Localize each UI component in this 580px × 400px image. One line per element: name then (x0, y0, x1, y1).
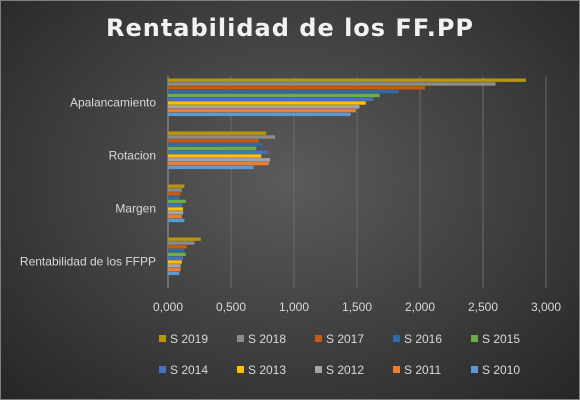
bar (168, 196, 179, 199)
bar (168, 272, 179, 275)
legend-swatch (237, 335, 244, 342)
bar (168, 207, 183, 210)
bar (168, 135, 275, 138)
bar (168, 185, 184, 188)
bar (168, 113, 351, 116)
category-label: Rentabilidad de los FFPP (20, 255, 156, 269)
legend-swatch (393, 366, 400, 373)
bar (168, 143, 263, 146)
legend-entry: S 2012 (326, 363, 364, 377)
x-tick-label: 3,000 (531, 300, 561, 314)
bar (168, 264, 181, 267)
legend-swatch (315, 335, 322, 342)
bar (168, 109, 356, 112)
bar (168, 241, 194, 244)
legend-swatch (237, 366, 244, 373)
legend-entry: S 2015 (482, 332, 520, 346)
bar (168, 188, 182, 191)
bar (168, 94, 380, 97)
bar (168, 154, 261, 157)
x-tick-label: 2,000 (405, 300, 435, 314)
legend-entry: S 2019 (170, 332, 208, 346)
legend-entry: S 2014 (170, 363, 208, 377)
bar (168, 268, 181, 271)
bar (168, 257, 183, 260)
legend-swatch (159, 366, 166, 373)
x-tick-label: 0,500 (216, 300, 246, 314)
legend-entry: S 2018 (248, 332, 286, 346)
bar (168, 215, 182, 218)
legend-entry: S 2017 (326, 332, 364, 346)
bar (168, 86, 425, 89)
legend-swatch (471, 335, 478, 342)
bar (168, 219, 184, 222)
bar (168, 204, 182, 207)
bar (168, 82, 496, 85)
legend-entry: S 2010 (482, 363, 520, 377)
bar (168, 105, 360, 108)
bar (168, 211, 183, 214)
bar (168, 158, 270, 161)
bar (168, 245, 187, 248)
x-tick-label: 1,000 (279, 300, 309, 314)
bar (168, 249, 184, 252)
bar (168, 90, 399, 93)
category-label: Apalancamiento (70, 96, 156, 110)
legend-entry: S 2016 (404, 332, 442, 346)
x-tick-label: 0,000 (153, 300, 183, 314)
bar (168, 200, 186, 203)
legend-entry: S 2011 (404, 363, 441, 377)
category-label: Margen (115, 202, 156, 216)
bar (168, 132, 266, 135)
bar (168, 139, 259, 142)
bar (168, 260, 182, 263)
x-tick-label: 2,500 (468, 300, 498, 314)
category-label: Rotacion (109, 149, 156, 163)
bar (168, 147, 256, 150)
bar (168, 192, 181, 195)
legend-swatch (315, 366, 322, 373)
bar (168, 79, 526, 82)
x-tick-label: 1,500 (342, 300, 372, 314)
bar (168, 98, 373, 101)
bar (168, 162, 269, 165)
bar (168, 166, 254, 169)
legend-swatch (159, 335, 166, 342)
legend-entry: S 2013 (248, 363, 286, 377)
legend-swatch (393, 335, 400, 342)
bar (168, 101, 366, 104)
bar (168, 151, 268, 154)
bar (168, 253, 186, 256)
bar (168, 238, 201, 241)
legend-swatch (471, 366, 478, 373)
